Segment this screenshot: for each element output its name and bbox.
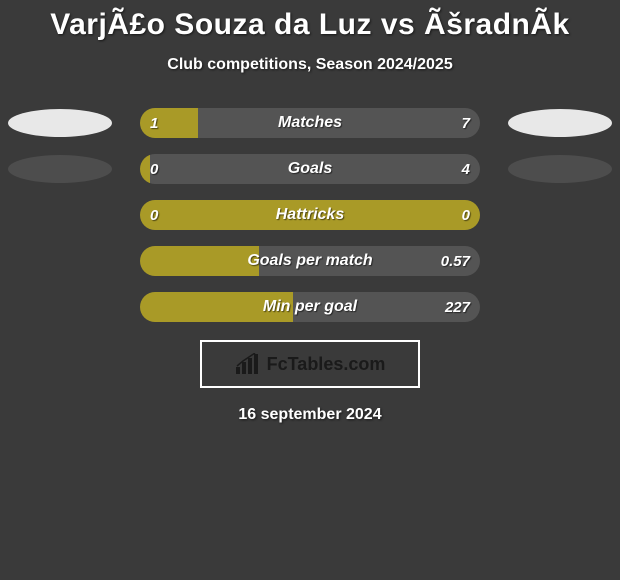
right-value: 7 xyxy=(462,108,470,138)
bars-icon xyxy=(235,353,261,375)
bar-right-fill xyxy=(198,108,480,138)
brand-text: FcTables.com xyxy=(267,354,386,375)
bar-track: 04Goals xyxy=(140,154,480,184)
stat-row: 0.57Goals per match xyxy=(0,246,620,276)
bar-right-fill xyxy=(150,154,480,184)
page-subtitle: Club competitions, Season 2024/2025 xyxy=(0,56,620,74)
bar-left-fill xyxy=(140,154,150,184)
bar-left-fill xyxy=(140,200,480,230)
right-value: 227 xyxy=(445,292,470,322)
bar-left-fill xyxy=(140,292,293,322)
right-value: 4 xyxy=(462,154,470,184)
right-value: 0 xyxy=(462,200,470,230)
right-ellipse xyxy=(508,155,612,183)
stat-rows: 17Matches04Goals00Hattricks0.57Goals per… xyxy=(0,108,620,322)
stat-row: 17Matches xyxy=(0,108,620,138)
page-title: VarjÃ£o Souza da Luz vs ÃšradnÃ­k xyxy=(0,0,620,42)
right-value: 0.57 xyxy=(441,246,470,276)
left-value: 0 xyxy=(150,154,158,184)
left-ellipse xyxy=(8,155,112,183)
right-ellipse xyxy=(508,109,612,137)
date-stamp: 16 september 2024 xyxy=(0,406,620,424)
stat-row: 227Min per goal xyxy=(0,292,620,322)
bar-track: 227Min per goal xyxy=(140,292,480,322)
left-ellipse xyxy=(8,109,112,137)
stat-row: 00Hattricks xyxy=(0,200,620,230)
brand-box: FcTables.com xyxy=(200,340,420,388)
stat-row: 04Goals xyxy=(0,154,620,184)
bar-left-fill xyxy=(140,246,259,276)
bar-left-fill xyxy=(140,108,198,138)
bar-track: 17Matches xyxy=(140,108,480,138)
bar-track: 00Hattricks xyxy=(140,200,480,230)
comparison-infographic: VarjÃ£o Souza da Luz vs ÃšradnÃ­k Club c… xyxy=(0,0,620,580)
left-value: 0 xyxy=(150,200,158,230)
left-value: 1 xyxy=(150,108,158,138)
bar-track: 0.57Goals per match xyxy=(140,246,480,276)
